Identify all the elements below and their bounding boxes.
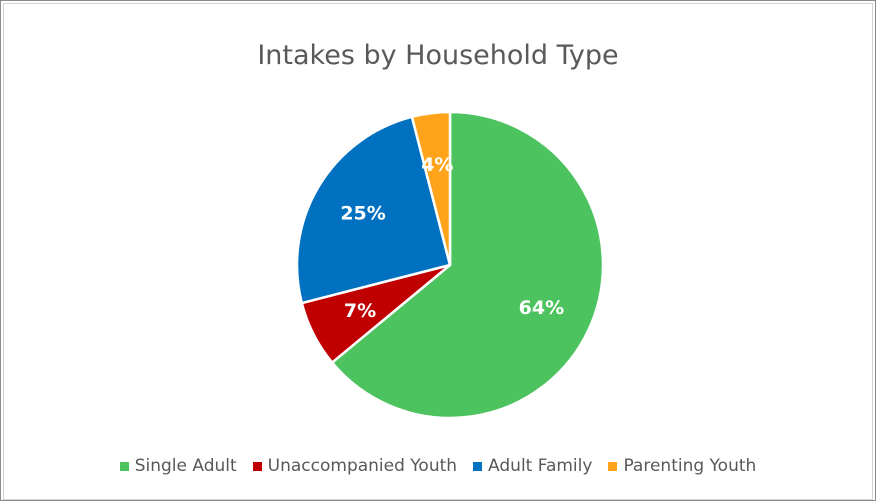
legend-label: Parenting Youth — [623, 456, 757, 476]
pie-slice-single-adult — [330, 110, 605, 420]
legend-swatch — [608, 461, 618, 471]
legend-item-single-adult: Single Adult — [119, 456, 237, 476]
legend-swatch — [252, 461, 262, 471]
legend: Single Adult Unaccompanied Youth Adult F… — [4, 456, 872, 476]
legend-label: Single Adult — [134, 456, 237, 476]
legend-swatch — [473, 461, 483, 471]
legend-item-parenting-youth: Parenting Youth — [608, 456, 756, 476]
pie-slice-parenting-youth — [410, 110, 452, 267]
chart-title: Intakes by Household Type — [257, 40, 619, 71]
chart-area: Intakes by Household Type 64% 7% 25% 4% Sin… — [3, 3, 873, 500]
pie-chart: 64% 7% 25% 4% — [295, 110, 605, 420]
legend-swatch — [119, 461, 129, 471]
legend-item-adult-family: Adult Family — [473, 456, 592, 476]
data-label-unaccompanied-youth: 7% — [344, 300, 376, 322]
data-label-parenting-youth: 4% — [421, 154, 453, 176]
legend-label: Adult Family — [488, 456, 593, 476]
legend-item-unaccompanied-youth: Unaccompanied Youth — [252, 456, 458, 476]
data-label-single-adult: 64% — [519, 297, 564, 319]
pie-slice-adult-family — [295, 115, 452, 305]
legend-label: Unaccompanied Youth — [267, 456, 458, 476]
data-label-adult-family: 25% — [340, 203, 385, 225]
